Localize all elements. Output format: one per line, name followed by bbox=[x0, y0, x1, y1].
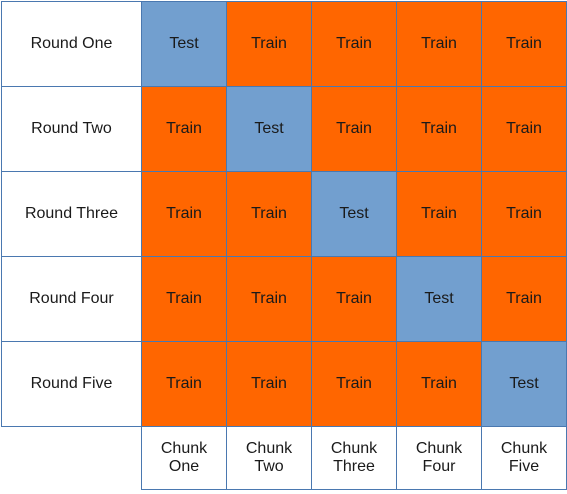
train-cell: Train bbox=[311, 256, 397, 342]
test-cell: Test bbox=[396, 256, 482, 342]
chunk-label-line2: Three bbox=[333, 458, 375, 475]
train-cell: Train bbox=[396, 1, 482, 87]
chunk-label: Chunk Two bbox=[226, 426, 312, 490]
chunk-label-line1: Chunk bbox=[330, 440, 378, 457]
round-label: Round Two bbox=[1, 86, 142, 172]
chunk-label-line2: Five bbox=[508, 458, 540, 475]
test-cell: Test bbox=[141, 1, 227, 87]
train-cell: Train bbox=[481, 86, 567, 172]
round-label: Round Five bbox=[1, 341, 142, 427]
train-cell: Train bbox=[481, 256, 567, 342]
round-label: Round Three bbox=[1, 171, 142, 257]
chunk-label: Chunk Five bbox=[481, 426, 567, 490]
train-cell: Train bbox=[396, 86, 482, 172]
chunk-label-line1: Chunk bbox=[500, 440, 548, 457]
chunk-label-line2: Four bbox=[422, 458, 456, 475]
chunk-label-line2: One bbox=[168, 458, 200, 475]
chunk-label-line2: Two bbox=[254, 458, 284, 475]
chunk-label-line1: Chunk bbox=[245, 440, 293, 457]
train-cell: Train bbox=[311, 86, 397, 172]
train-cell: Train bbox=[226, 171, 312, 257]
chunk-label: Chunk Four bbox=[396, 426, 482, 490]
chunk-label: Chunk Three bbox=[311, 426, 397, 490]
train-cell: Train bbox=[141, 341, 227, 427]
round-label: Round One bbox=[1, 1, 142, 87]
train-cell: Train bbox=[396, 341, 482, 427]
chunk-label-line1: Chunk bbox=[160, 440, 208, 457]
train-cell: Train bbox=[226, 256, 312, 342]
round-label: Round Four bbox=[1, 256, 142, 342]
chunk-label-line1: Chunk bbox=[415, 440, 463, 457]
train-cell: Train bbox=[141, 256, 227, 342]
test-cell: Test bbox=[311, 171, 397, 257]
test-cell: Test bbox=[481, 341, 567, 427]
train-cell: Train bbox=[226, 341, 312, 427]
chunk-label: Chunk One bbox=[141, 426, 227, 490]
train-cell: Train bbox=[141, 171, 227, 257]
train-cell: Train bbox=[141, 86, 227, 172]
train-cell: Train bbox=[481, 1, 567, 87]
train-cell: Train bbox=[311, 1, 397, 87]
train-cell: Train bbox=[226, 1, 312, 87]
train-cell: Train bbox=[481, 171, 567, 257]
train-cell: Train bbox=[396, 171, 482, 257]
train-cell: Train bbox=[311, 341, 397, 427]
test-cell: Test bbox=[226, 86, 312, 172]
